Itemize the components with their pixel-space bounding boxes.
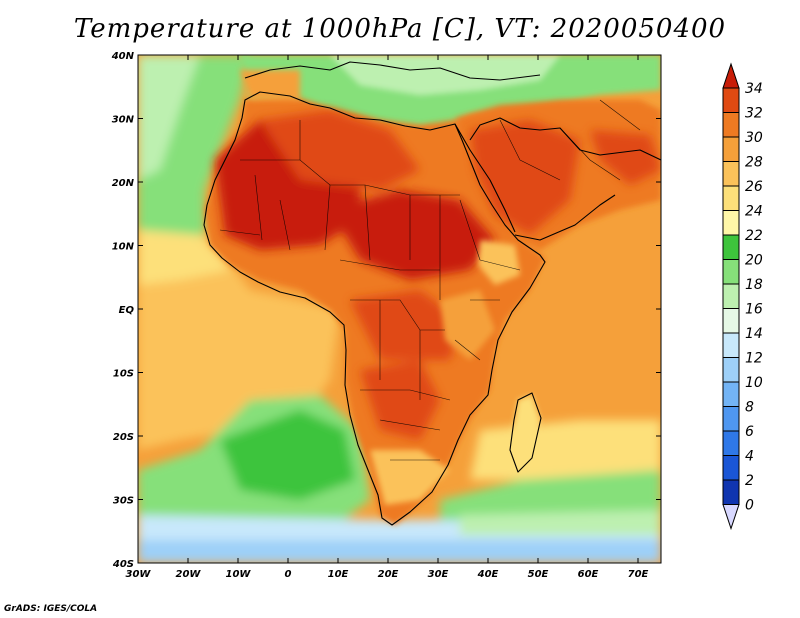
east-africa-highlands-zone bbox=[440, 290, 495, 360]
africa-coastline bbox=[203, 91, 546, 526]
colorbar-label: 0 bbox=[745, 498, 754, 514]
y-tick-label: 10N bbox=[112, 242, 135, 253]
colorbar-box bbox=[722, 283, 740, 309]
colorbar-box bbox=[722, 161, 740, 187]
indian-ocean-light-green-zone bbox=[460, 510, 661, 535]
x-tick-label: 10E bbox=[328, 569, 349, 580]
atlantic-yellow-band bbox=[138, 230, 230, 285]
chart-title: Temperature at 1000hPa [C], VT: 20200504… bbox=[73, 14, 727, 44]
x-tick-label: 10W bbox=[226, 569, 252, 580]
coastlines bbox=[203, 61, 661, 526]
x-tick-label: 0 bbox=[285, 569, 292, 580]
colorbar-box bbox=[722, 185, 740, 211]
colorbar-box bbox=[722, 112, 740, 138]
colorbar-label: 12 bbox=[745, 351, 763, 367]
ethiopia-highlands-zone bbox=[478, 240, 520, 285]
y-tick-label: 10S bbox=[113, 369, 134, 380]
colorbar-label: 20 bbox=[745, 253, 763, 269]
credit-text: GrADS: IGES/COLA bbox=[4, 604, 98, 614]
colorbar-box bbox=[722, 381, 740, 407]
europe-mediterranean-zone bbox=[240, 55, 661, 130]
y-tick-label: 20S bbox=[113, 432, 134, 443]
colorbar-bottom-arrow bbox=[722, 504, 740, 531]
colorbar-label: 24 bbox=[745, 204, 763, 220]
colorbar-label: 16 bbox=[745, 302, 763, 318]
colorbar-box bbox=[722, 259, 740, 285]
y-tick-label: EQ bbox=[119, 305, 135, 316]
sahel-hot-core bbox=[330, 190, 495, 280]
southern-africa-cool-zone bbox=[370, 450, 450, 505]
colorbar-box bbox=[722, 87, 740, 113]
y-tick-label: 40N bbox=[111, 51, 135, 62]
colorbar-label: 34 bbox=[745, 81, 763, 97]
colorbar-label: 10 bbox=[745, 375, 763, 391]
x-tick-label: 30E bbox=[428, 569, 449, 580]
colorbar-box bbox=[722, 234, 740, 260]
colorbar-box bbox=[722, 136, 740, 162]
red-sea-coastline bbox=[454, 123, 516, 233]
colorbar-box bbox=[722, 308, 740, 334]
colorbar-label: 28 bbox=[745, 155, 763, 171]
indian-ocean-yellow-zone bbox=[470, 420, 661, 480]
y-tick-label: 20N bbox=[112, 178, 135, 189]
colorbar-label: 32 bbox=[745, 106, 763, 122]
mediterranean-north-coastline bbox=[244, 61, 541, 81]
x-tick-label: 20W bbox=[176, 569, 202, 580]
x-tick-label: 20E bbox=[378, 569, 399, 580]
southern-ocean-blue-zone bbox=[138, 540, 661, 563]
y-tick-label: 30S bbox=[113, 496, 134, 507]
colorbar-top-arrow bbox=[722, 62, 740, 89]
x-tick-label: 30W bbox=[126, 569, 152, 580]
colorbar-label: 8 bbox=[745, 400, 754, 416]
indian-ocean-green-zone bbox=[440, 470, 661, 520]
europe-light-zone bbox=[330, 55, 560, 95]
colorbar-label: 4 bbox=[745, 449, 754, 465]
iran-hot-core bbox=[590, 130, 661, 185]
colorbar-label: 26 bbox=[745, 179, 763, 195]
colorbar-box bbox=[722, 479, 740, 505]
x-tick-label: 60E bbox=[578, 569, 599, 580]
y-tick-label: 40S bbox=[112, 559, 134, 570]
colorbar-label: 14 bbox=[745, 326, 763, 342]
colorbar-label: 22 bbox=[745, 228, 763, 244]
colorbar-box bbox=[722, 455, 740, 481]
colorbar-label: 6 bbox=[745, 424, 754, 440]
colorbar-box bbox=[722, 430, 740, 456]
atlantic-warm-band bbox=[138, 235, 340, 450]
y-tick-label: 30N bbox=[112, 115, 135, 126]
arabia-coastline bbox=[469, 117, 661, 241]
central-africa-warm-zone bbox=[350, 290, 460, 360]
plot-area bbox=[138, 55, 661, 563]
madagascar-land bbox=[510, 395, 540, 470]
colorbar-box bbox=[722, 210, 740, 236]
colorbar-label: 30 bbox=[745, 130, 763, 146]
colorbar-box bbox=[722, 332, 740, 358]
x-tick-label: 40E bbox=[477, 569, 499, 580]
country-borders bbox=[219, 99, 641, 461]
x-tick-label: 50E bbox=[528, 569, 549, 580]
colorbar-box bbox=[722, 406, 740, 432]
north-africa-coast-warm-zone bbox=[240, 70, 300, 100]
north-atlantic-lighter-zone bbox=[138, 55, 200, 180]
south-atlantic-deep-green-zone bbox=[220, 410, 355, 500]
colorbar-label: 2 bbox=[745, 473, 754, 489]
x-tick-label: 70E bbox=[628, 569, 649, 580]
madagascar-coastline bbox=[509, 392, 542, 473]
colorbar-label: 18 bbox=[745, 277, 763, 293]
colorbar-box bbox=[722, 357, 740, 383]
arabia-hot-core bbox=[470, 120, 580, 235]
